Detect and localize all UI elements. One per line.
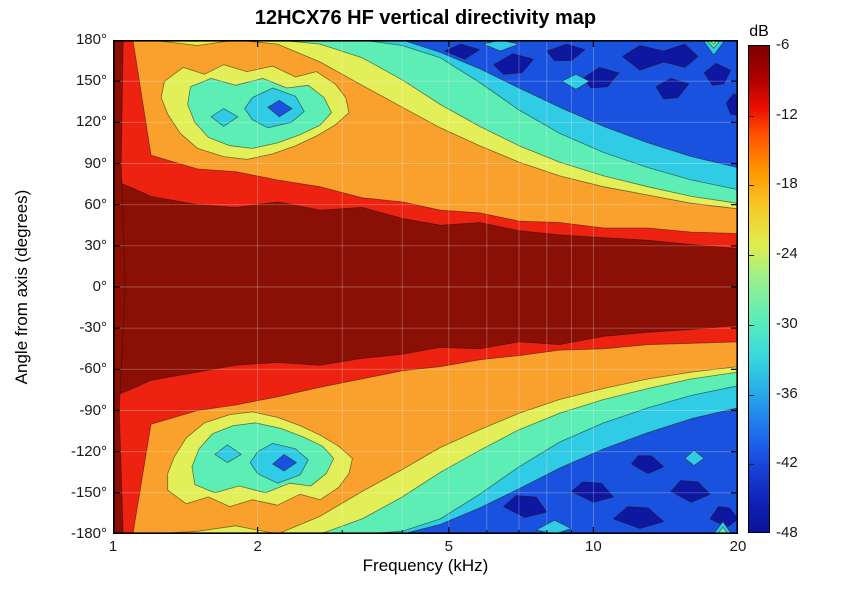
navy-patch xyxy=(571,481,614,503)
colorbar xyxy=(748,45,770,533)
colorbar-tick-mark xyxy=(749,185,754,187)
y-tick-label: 30° xyxy=(84,236,107,254)
y-tick-label: -180° xyxy=(70,525,107,542)
colorbar-tick-label: -48 xyxy=(776,524,798,541)
colorbar-unit-label: dB xyxy=(749,23,769,40)
navy-patch xyxy=(670,480,711,503)
x-tick-label: 20 xyxy=(729,538,747,555)
y-tick-label: 90° xyxy=(84,154,107,172)
contour-map-canvas xyxy=(113,40,738,534)
x-tick-label: 5 xyxy=(444,538,453,555)
colorbar-tick-label: -12 xyxy=(776,105,798,123)
y-tick-label: 150° xyxy=(75,72,107,90)
navy-patch xyxy=(703,62,731,86)
navy-patch xyxy=(546,43,586,61)
cyan-islet xyxy=(684,449,705,466)
colorbar-tick-label: -18 xyxy=(776,175,798,193)
colorbar-tick-label: -24 xyxy=(776,245,798,263)
y-tick-label: -60° xyxy=(79,360,107,378)
navy-patch xyxy=(622,43,699,71)
rear-lobe-bottom-cyan-small xyxy=(214,444,242,463)
colorbar-tick-label: -6 xyxy=(776,36,790,53)
corner-sliver-green xyxy=(716,526,729,534)
colorbar-tick-mark xyxy=(749,464,754,466)
colorbar-tick-mark xyxy=(749,324,754,326)
colorbar-tick-mark xyxy=(749,394,754,396)
navy-patch xyxy=(631,455,664,474)
y-tick-label: -30° xyxy=(79,319,107,337)
colorbar-tick-label: -42 xyxy=(776,454,798,472)
navy-patch xyxy=(725,93,738,116)
colorbar-tick-label: -36 xyxy=(776,384,798,402)
chart-title: 12HCX76 HF vertical directivity map xyxy=(254,7,597,29)
navy-patch xyxy=(612,506,664,529)
navy-patch xyxy=(582,67,620,89)
cyan-islet xyxy=(561,73,590,90)
rear-lobe-top-blue-dot xyxy=(267,100,293,118)
y-tick-label: 180° xyxy=(75,31,107,48)
y-tick-label: -90° xyxy=(79,401,107,419)
rear-lobe-bottom-blue-dot xyxy=(272,454,297,472)
navy-patch xyxy=(444,43,481,60)
contour-plot xyxy=(113,40,738,534)
y-tick-label: 60° xyxy=(84,195,107,213)
colorbar-tick-label: -30 xyxy=(776,314,798,332)
main-lobe-above-minus6-darkred xyxy=(113,179,738,398)
y-tick-label: -150° xyxy=(70,483,107,501)
x-tick-label: 1 xyxy=(108,538,118,555)
x-tick-label: 2 xyxy=(253,538,262,555)
colorbar-tick-mark xyxy=(749,255,754,257)
navy-patch xyxy=(503,495,548,518)
rear-lobe-top-cyan-small xyxy=(210,108,239,127)
y-axis-label: Angle from axis (degrees) xyxy=(12,189,31,385)
navy-patch xyxy=(655,78,690,100)
colorbar-gradient xyxy=(749,46,769,532)
y-tick-label: 120° xyxy=(75,113,107,131)
colorbar-tick-mark xyxy=(749,115,754,117)
navy-patch xyxy=(493,53,534,75)
plot-border xyxy=(113,40,738,534)
y-tick-label: -120° xyxy=(70,442,107,460)
x-tick-label: 10 xyxy=(585,538,602,555)
x-axis-label: Frequency (kHz) xyxy=(362,556,489,575)
y-tick-label: 0° xyxy=(92,278,107,295)
